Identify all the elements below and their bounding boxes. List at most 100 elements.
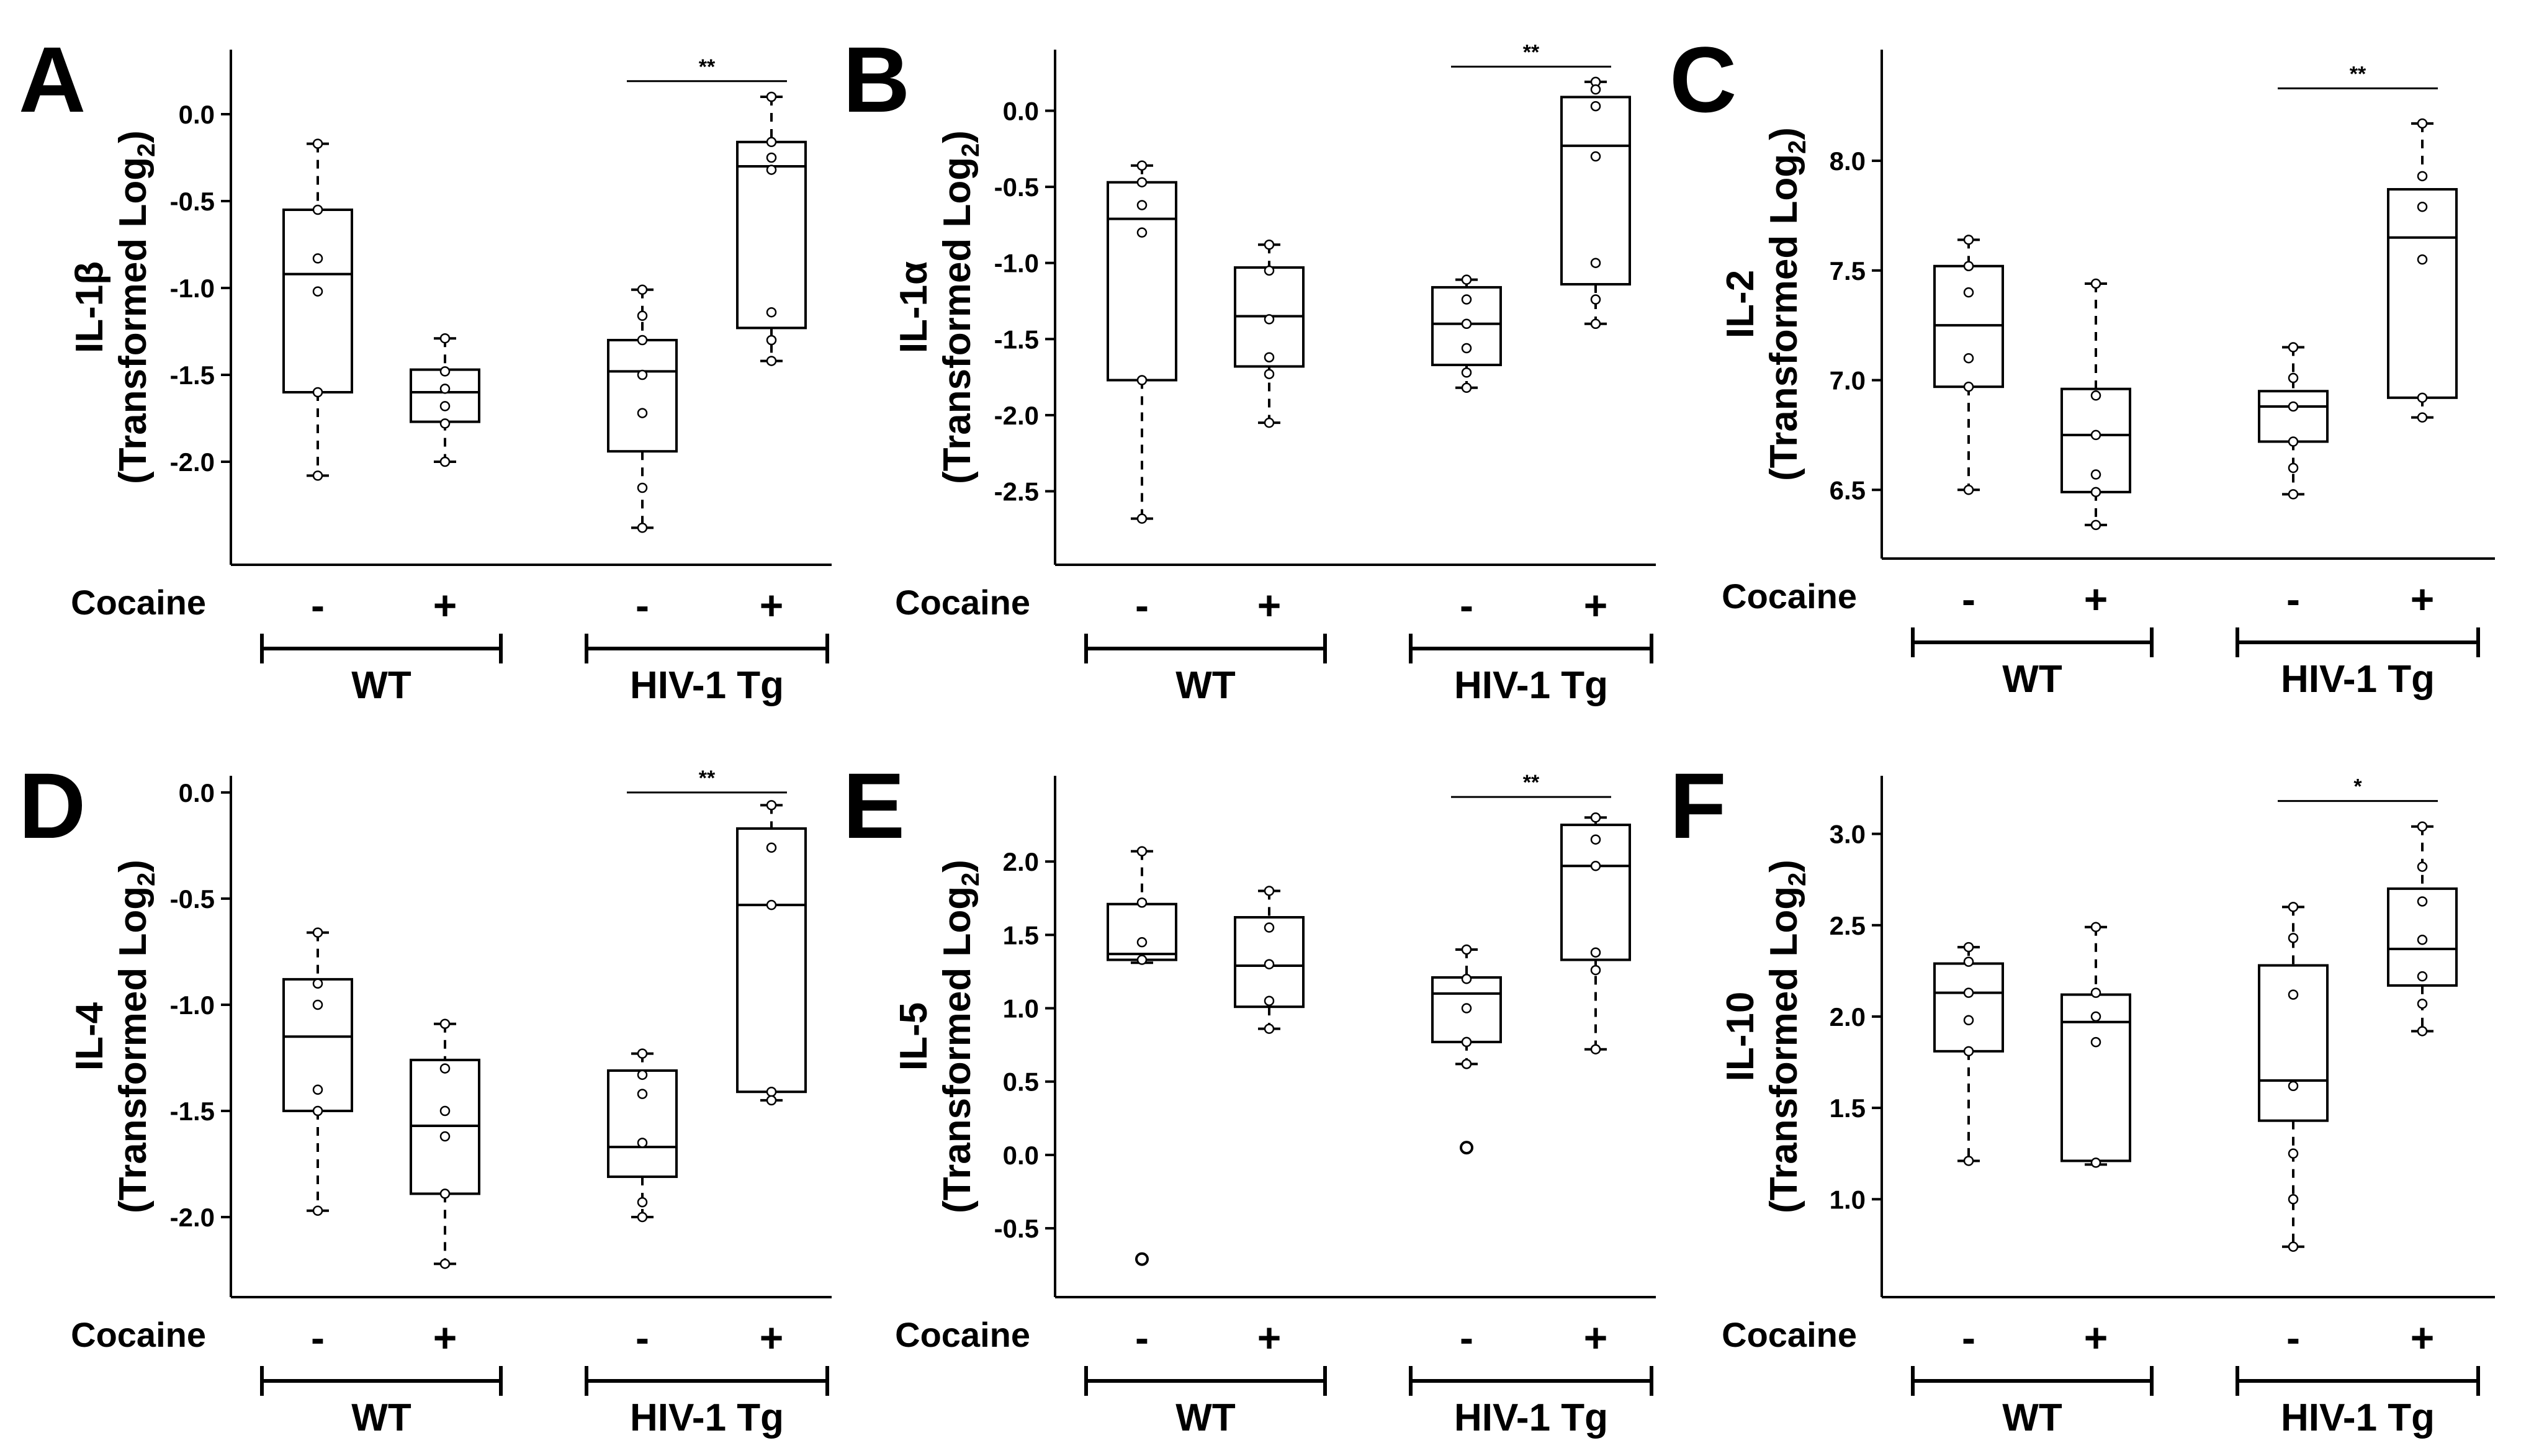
condition-sign: -	[1135, 1314, 1149, 1360]
data-point	[2090, 429, 2101, 441]
data-point	[1461, 367, 1472, 378]
group-label: HIV-1 Tg	[630, 664, 784, 707]
cocaine-label: Cocaine	[1722, 577, 1857, 616]
panel-c: C IL-2 (Transformed Log2) 6.5 7.0 7.5 8.0 ** Coc…	[1669, 27, 2495, 701]
data-point	[1590, 294, 1601, 305]
data-point	[1590, 861, 1601, 871]
data-point	[1590, 84, 1601, 95]
data-point	[1963, 987, 1974, 998]
box-1	[1933, 941, 2004, 1166]
data-point	[2090, 278, 2101, 289]
data-point	[2288, 933, 2299, 943]
iqr-box	[2387, 887, 2458, 987]
data-point	[312, 1105, 323, 1117]
y-axis-unit-subscript: 2	[1784, 873, 1811, 886]
data-point	[2417, 412, 2428, 423]
panel-letter: A	[19, 27, 86, 132]
data-point	[766, 1095, 777, 1106]
data-point	[439, 1131, 451, 1142]
y-tick-label: -1.5	[170, 361, 215, 390]
y-tick-label: 7.5	[1830, 256, 1866, 285]
y-tick-label: 8.0	[1830, 146, 1866, 176]
y-tick-label: 1.5	[1003, 920, 1039, 950]
data-point	[637, 408, 648, 418]
data-point	[439, 1105, 451, 1117]
data-point	[637, 1138, 648, 1148]
data-point	[637, 1089, 648, 1099]
y-tick-label: 3.0	[1830, 820, 1866, 849]
data-point	[2417, 118, 2428, 129]
y-axis-unit: (Transformed Log2)	[112, 130, 160, 484]
y-axis-unit-text: (Transformed Log	[936, 886, 979, 1213]
y-tick-label: -0.5	[170, 187, 215, 216]
y-tick-label: 7.0	[1830, 366, 1866, 395]
data-point	[312, 978, 323, 989]
data-point	[1963, 381, 1974, 392]
group-label: HIV-1 Tg	[1454, 664, 1608, 707]
data-point	[1590, 964, 1601, 976]
box-2	[2060, 278, 2131, 531]
y-tick-label: 0.0	[179, 100, 215, 129]
data-point	[1590, 151, 1601, 162]
y-tick-label: 0.0	[1003, 96, 1039, 125]
data-point	[1136, 227, 1148, 238]
data-point	[2288, 1081, 2299, 1092]
data-point	[2417, 1026, 2428, 1036]
data-point	[312, 927, 323, 938]
data-point	[637, 284, 648, 295]
y-axis-unit-subscript: 2	[133, 143, 160, 157]
box-1	[282, 927, 353, 1216]
data-point	[1461, 274, 1472, 285]
data-point	[1264, 1023, 1275, 1034]
data-point	[1461, 343, 1472, 354]
y-tick-label: 2.0	[1003, 847, 1039, 876]
box-4	[2387, 118, 2458, 423]
y-axis-unit-close: )	[1763, 127, 1805, 140]
cocaine-label: Cocaine	[71, 1315, 206, 1354]
data-point	[766, 91, 777, 102]
condition-sign: -	[2286, 576, 2300, 622]
data-point	[2090, 487, 2101, 498]
y-axis-title: IL-4	[68, 1002, 111, 1071]
iqr-box	[1933, 962, 2004, 1053]
y-axis-unit-text: (Transformed Log	[112, 157, 155, 484]
y-tick-label: -0.5	[170, 884, 215, 914]
y-axis-unit-subscript: 2	[957, 143, 984, 157]
y-tick-label: 0.0	[1003, 1141, 1039, 1170]
data-point	[312, 1084, 323, 1095]
condition-sign: -	[1962, 1314, 1975, 1360]
box-4	[2387, 821, 2458, 1036]
group-label: WT	[1175, 664, 1236, 707]
group-label: HIV-1 Tg	[630, 1396, 784, 1439]
y-tick-label: 1.0	[1830, 1185, 1866, 1214]
data-point	[637, 482, 648, 493]
cocaine-label: Cocaine	[71, 583, 206, 622]
data-point	[1264, 265, 1275, 276]
y-tick-label: 1.0	[1003, 994, 1039, 1023]
data-point	[1461, 974, 1472, 984]
box-3	[2258, 342, 2329, 500]
data-point	[312, 138, 323, 149]
condition-sign: +	[760, 582, 784, 628]
data-point	[1461, 294, 1472, 305]
data-point	[1963, 235, 1974, 245]
y-axis-unit-text: (Transformed Log	[112, 886, 155, 1213]
data-point	[766, 800, 777, 811]
data-point	[1136, 513, 1148, 524]
panel-letter: F	[1669, 753, 1727, 858]
group-label: WT	[351, 664, 411, 707]
outlier-point	[1135, 1252, 1149, 1266]
data-point	[2417, 202, 2428, 212]
data-point	[1963, 485, 1974, 495]
data-point	[1136, 177, 1148, 187]
outlier-point	[1460, 1141, 1473, 1155]
panel-d: DIL-4 (Transformed Log2)0.0-0.5-1.0-1.5-2…	[19, 753, 832, 1439]
condition-sign: -	[311, 1314, 325, 1360]
data-point	[637, 523, 648, 533]
condition-sign: -	[1460, 1314, 1473, 1360]
y-tick-label: 0.0	[179, 778, 215, 807]
data-point	[637, 369, 648, 380]
data-point	[1461, 1036, 1472, 1048]
group-label: WT	[1175, 1396, 1236, 1439]
